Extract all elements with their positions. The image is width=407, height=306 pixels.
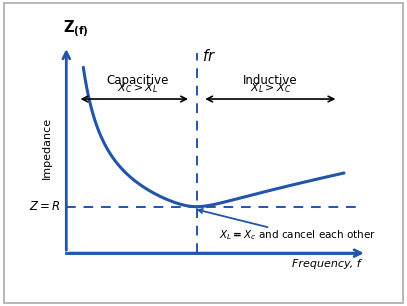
- Text: $\mathit{fr}$: $\mathit{fr}$: [202, 48, 216, 64]
- Text: Impedance: Impedance: [42, 117, 51, 179]
- Text: $X_C > X_L$: $X_C > X_L$: [117, 81, 158, 95]
- Text: $\mathbf{Z_{(f)}}$: $\mathbf{Z_{(f)}}$: [63, 19, 89, 40]
- Text: Capacitive: Capacitive: [106, 73, 168, 87]
- Text: $X_L > X_C$: $X_L > X_C$: [249, 81, 291, 95]
- Text: Frequency, f: Frequency, f: [292, 259, 361, 270]
- Text: Inductive: Inductive: [243, 73, 298, 87]
- Text: $Z = R$: $Z = R$: [29, 200, 61, 213]
- Text: $\boldsymbol{X_L}$$\boldsymbol{ = X_c}$ and cancel each other: $\boldsymbol{X_L}$$\boldsymbol{ = X_c}$ …: [199, 209, 376, 242]
